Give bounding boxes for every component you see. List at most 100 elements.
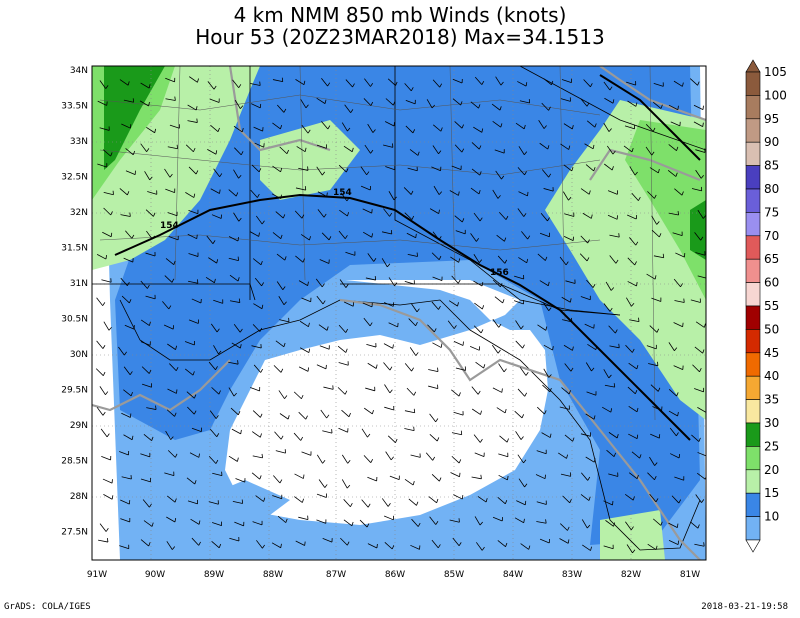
wind-barb: [672, 232, 683, 237]
wind-barb-flag: [105, 255, 107, 260]
speed-15-region-sw: [120, 480, 290, 560]
wind-barb: [471, 142, 480, 150]
wind-barb: [474, 452, 485, 457]
wind-barb-flag: [435, 521, 439, 525]
wind-barb: [537, 253, 546, 261]
wind-barb: [560, 523, 568, 531]
wind-barb: [473, 254, 480, 263]
wind-barb: [585, 413, 595, 420]
wind-barb: [190, 518, 200, 525]
wind-barb: [316, 144, 327, 149]
wind-barb-flag: [193, 147, 196, 152]
wind-barb-flag: [169, 173, 173, 178]
wind-barb: [384, 541, 393, 550]
wind-barb: [208, 361, 216, 371]
wind-barb: [186, 477, 196, 485]
wind-barb-flag: [102, 371, 106, 376]
wind-barb: [606, 145, 614, 155]
wind-barb: [605, 520, 614, 527]
wind-barb-flag: [345, 284, 349, 288]
wind-barb-flag: [703, 542, 705, 547]
wind-barb: [322, 538, 333, 543]
wind-barb: [96, 340, 104, 349]
wind-barb: [233, 125, 243, 133]
wind-barb-flag: [677, 411, 679, 417]
wind-barb-flag: [283, 108, 287, 113]
wind-barb-flag: [461, 148, 465, 153]
map-title: 4 km NMM 850 mb Winds (knots): [233, 3, 567, 27]
wind-barb: [252, 521, 263, 526]
wind-barb: [340, 537, 348, 546]
wind-barb-flag: [300, 436, 304, 441]
wind-barb: [103, 207, 112, 216]
wind-barb: [586, 391, 597, 396]
wind-barb: [473, 434, 481, 443]
wind-barb: [689, 78, 698, 86]
wind-barb-flag: [482, 305, 485, 310]
wind-barb-flag: [238, 84, 242, 88]
wind-barb: [580, 296, 591, 301]
wind-barb-flag: [106, 538, 109, 543]
wind-barb: [492, 279, 501, 288]
wind-barb: [563, 236, 574, 242]
lon-tick-label: 84W: [503, 570, 523, 580]
wind-barb-flag: [351, 521, 354, 526]
wind-barb: [492, 189, 499, 199]
wind-barb-flag: [438, 255, 442, 260]
wind-barb: [514, 275, 524, 280]
wind-barb: [97, 163, 107, 168]
wind-barb-flag: [543, 125, 547, 129]
wind-barb-flag: [590, 83, 593, 87]
wind-barb-flag: [411, 215, 415, 220]
height-contours: [114, 74, 701, 441]
colorbar-label: 20: [764, 463, 779, 477]
wind-barb-flag: [170, 436, 174, 440]
speed-30-region-east: [625, 120, 706, 300]
wind-barb: [95, 368, 104, 376]
wind-barb-flag: [549, 433, 552, 438]
wind-barb-flag: [328, 236, 332, 241]
wind-barb-flag: [240, 151, 244, 156]
wind-barb-flag: [237, 277, 240, 282]
wind-barb: [316, 166, 323, 176]
wind-barb: [120, 214, 131, 217]
wind-barb: [427, 324, 435, 333]
wind-barb: [559, 538, 569, 544]
wind-barb-flag: [303, 80, 306, 85]
wind-barb-flag: [654, 476, 657, 480]
lat-tick-label: 29N: [70, 421, 88, 431]
wind-barb: [251, 472, 261, 480]
wind-barb: [367, 476, 377, 482]
wind-barb: [519, 100, 530, 104]
wind-barb: [205, 276, 215, 284]
wind-barb: [213, 345, 219, 355]
wind-barb-flag: [458, 392, 461, 397]
wind-barb-flag: [174, 498, 177, 503]
wind-barb: [208, 501, 219, 505]
wind-barb-flag: [545, 519, 547, 524]
longitude-axis: 91W 90W 89W 88W 87W 86W 85W 84W 83W 82W 81W: [87, 570, 700, 580]
colorbar-cap-top: [745, 59, 761, 73]
wind-barb: [231, 342, 241, 349]
wind-barb-flag: [305, 415, 308, 420]
wind-barb: [410, 544, 420, 550]
colorbar-swatch: [745, 188, 761, 213]
wind-barb-flag: [390, 456, 394, 461]
wind-barb: [558, 452, 567, 459]
wind-barb-flag: [262, 544, 265, 549]
wind-barb-flag: [395, 81, 398, 86]
wind-barb: [316, 364, 327, 370]
wind-barb-flag: [321, 283, 325, 288]
wind-barb-flag: [344, 390, 348, 395]
wind-barb: [103, 321, 110, 331]
wind-barb: [139, 100, 149, 107]
wind-barb-flag: [618, 343, 620, 348]
wind-barb: [517, 167, 525, 176]
wind-barb: [228, 189, 237, 197]
wind-barb: [367, 123, 374, 133]
wind-barb-flag: [130, 391, 133, 397]
wind-barb-flag: [634, 261, 637, 266]
wind-barb: [99, 127, 110, 131]
wind-barb-flag: [631, 302, 635, 307]
wind-barb-flag: [415, 233, 417, 238]
